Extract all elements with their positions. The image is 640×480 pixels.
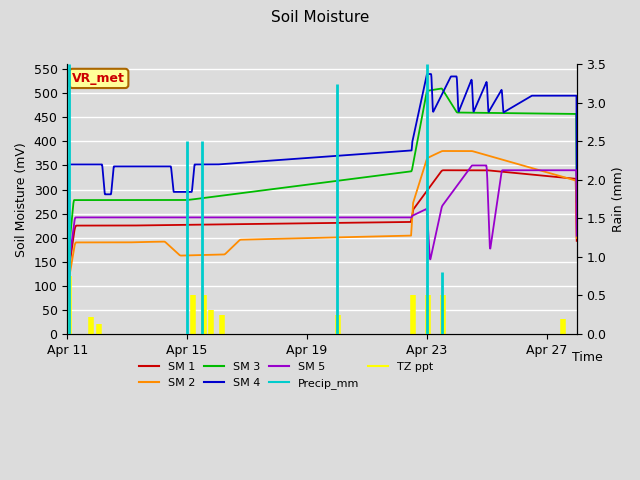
- Text: VR_met: VR_met: [72, 72, 125, 85]
- Text: Soil Moisture: Soil Moisture: [271, 10, 369, 24]
- Y-axis label: Soil Moisture (mV): Soil Moisture (mV): [15, 142, 28, 256]
- Y-axis label: Rain (mm): Rain (mm): [612, 166, 625, 232]
- X-axis label: Time: Time: [572, 351, 602, 364]
- Legend: SM 1, SM 2, SM 3, SM 4, SM 5, Precip_mm, TZ ppt: SM 1, SM 2, SM 3, SM 4, SM 5, Precip_mm,…: [134, 358, 438, 393]
